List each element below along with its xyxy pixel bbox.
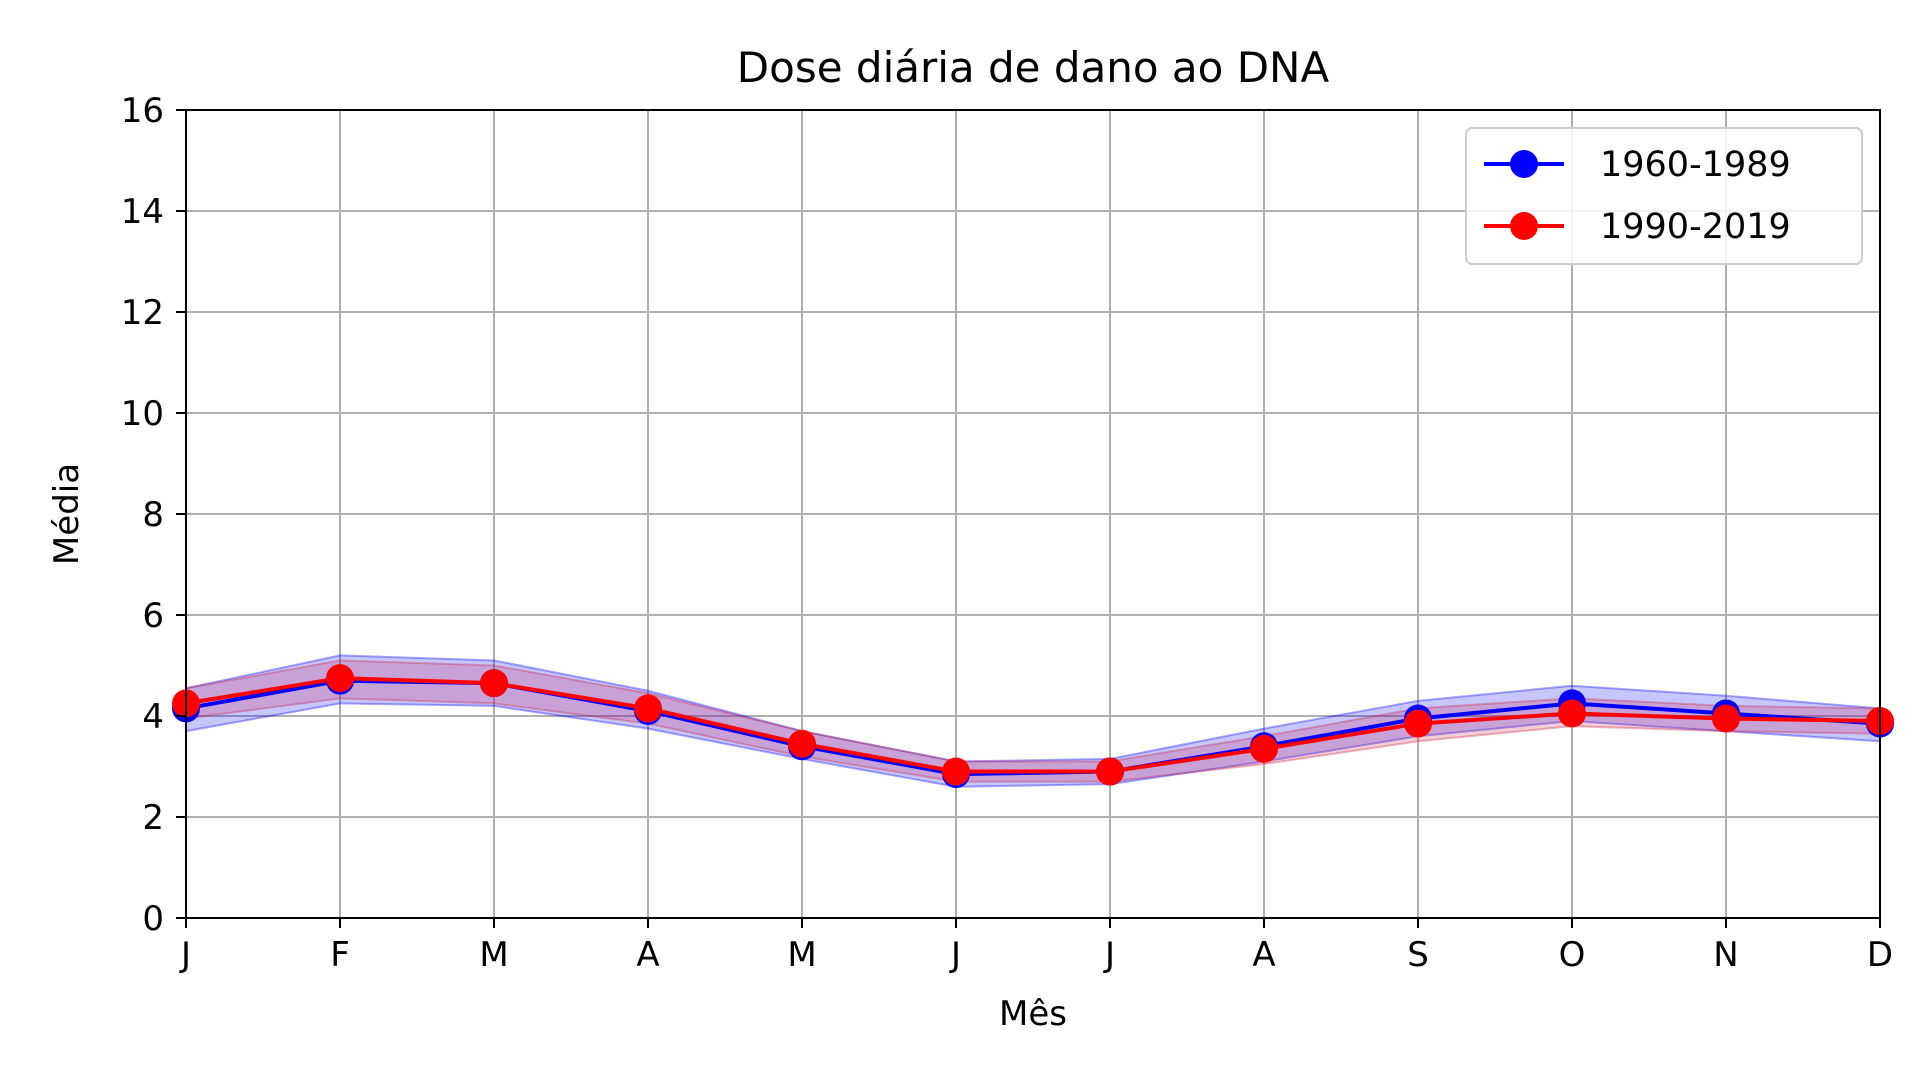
axis-ticks: J F M A M J J A S O N D 0 2 4 6 8 10 12 14 16	[121, 91, 1893, 975]
data-point-1990-2019	[942, 757, 970, 786]
series-lines	[185, 676, 1881, 777]
y-tick-label: 4	[142, 697, 164, 737]
data-point-1990-2019	[1096, 757, 1124, 786]
data-point-1990-2019	[480, 669, 508, 698]
x-axis-label: Mês	[999, 994, 1067, 1034]
x-tick-label: O	[1559, 935, 1586, 975]
y-tick-label: 6	[142, 596, 164, 636]
x-tick-label: S	[1407, 935, 1429, 975]
series-line-1990-2019	[185, 676, 1881, 774]
y-tick-label: 12	[121, 293, 164, 333]
y-tick-label: 0	[142, 899, 164, 939]
legend: 1960-1989 1990-2019	[1465, 127, 1863, 265]
legend-label: 1960-1989	[1600, 145, 1791, 185]
data-point-1990-2019	[1404, 709, 1432, 738]
y-axis-label: Média	[47, 463, 87, 565]
x-tick-label: D	[1867, 935, 1893, 975]
x-tick-label: F	[330, 935, 350, 975]
x-tick-label: M	[787, 935, 816, 975]
x-tick-label: A	[636, 935, 659, 975]
chart-title: Dose diária de dano ao DNA	[737, 43, 1330, 92]
confidence-bands	[185, 654, 1881, 788]
data-point-1990-2019	[326, 664, 354, 693]
data-point-1990-2019	[1712, 704, 1740, 733]
data-point-1990-2019	[634, 694, 662, 723]
confidence-band-1990-2019	[185, 659, 1881, 783]
x-tick-label: J	[179, 935, 191, 975]
x-tick-label: J	[1103, 935, 1115, 975]
data-point-1990-2019	[788, 729, 816, 758]
legend-marker-1990-2019	[1510, 212, 1538, 240]
data-point-1990-2019	[1250, 734, 1278, 763]
x-tick-label: J	[949, 935, 961, 975]
y-tick-label: 16	[121, 91, 164, 131]
y-tick-label: 2	[142, 798, 164, 838]
x-tick-label: A	[1252, 935, 1275, 975]
legend-box	[1465, 127, 1863, 265]
legend-marker-1960-1989	[1510, 150, 1538, 178]
y-tick-label: 14	[121, 192, 164, 232]
y-tick-label: 8	[142, 495, 164, 535]
data-point-1990-2019	[1558, 699, 1586, 728]
legend-label: 1990-2019	[1600, 207, 1791, 247]
x-tick-label: N	[1713, 935, 1738, 975]
x-tick-label: M	[479, 935, 508, 975]
y-tick-label: 10	[121, 394, 164, 434]
